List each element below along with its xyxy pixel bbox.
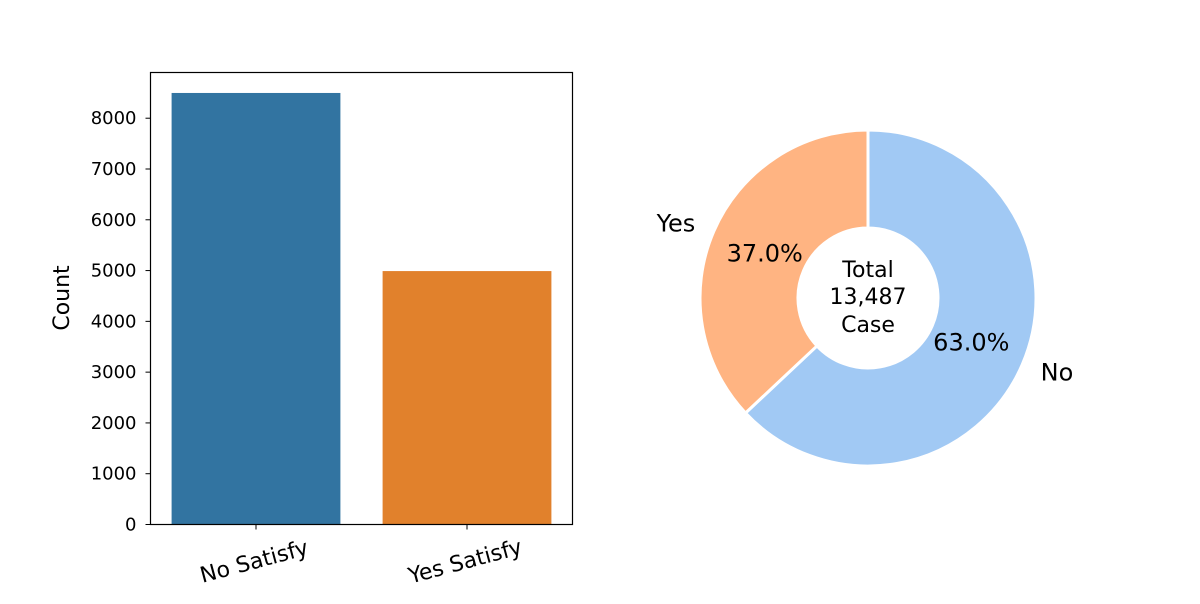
plot-frame xyxy=(149,71,574,526)
x-tick-label: No Satisfy xyxy=(198,536,312,589)
donut-center-text: Total 13,487 Case xyxy=(830,258,907,338)
y-tick-label: 8000 xyxy=(91,108,137,129)
y-tick-label: 1000 xyxy=(91,464,137,485)
x-tick-label: Yes Satisfy xyxy=(405,535,525,590)
y-tick-label: 4000 xyxy=(91,311,137,332)
bar-no-satisfy xyxy=(171,92,341,525)
slice-percent-yes: 37.0% xyxy=(727,239,803,267)
slice-label-yes: Yes xyxy=(656,209,696,237)
y-tick-label: 0 xyxy=(125,515,136,536)
center-text-line-1: Total xyxy=(841,258,893,283)
bar-chart: 0 1000 2000 3000 4000 5000 6000 7000 8000 No Sat… xyxy=(50,71,574,590)
donut-chart: 63.0% No 37.0% Yes Total 13,487 Case xyxy=(656,128,1074,468)
center-text-line-3: Case xyxy=(841,313,895,338)
center-text-line-2: 13,487 xyxy=(830,285,907,310)
bar-yes-satisfy xyxy=(382,271,552,525)
slice-no xyxy=(744,128,1038,468)
y-tick-label: 2000 xyxy=(91,413,137,434)
y-tick-label: 7000 xyxy=(91,159,137,180)
slice-label-no: No xyxy=(1041,359,1074,387)
slice-percent-no: 63.0% xyxy=(933,329,1009,357)
y-axis-label: Count xyxy=(50,265,75,331)
y-tick-label: 5000 xyxy=(91,261,137,282)
y-tick-label: 6000 xyxy=(91,210,137,231)
slice-yes xyxy=(698,128,870,415)
y-tick-label: 3000 xyxy=(91,362,137,383)
